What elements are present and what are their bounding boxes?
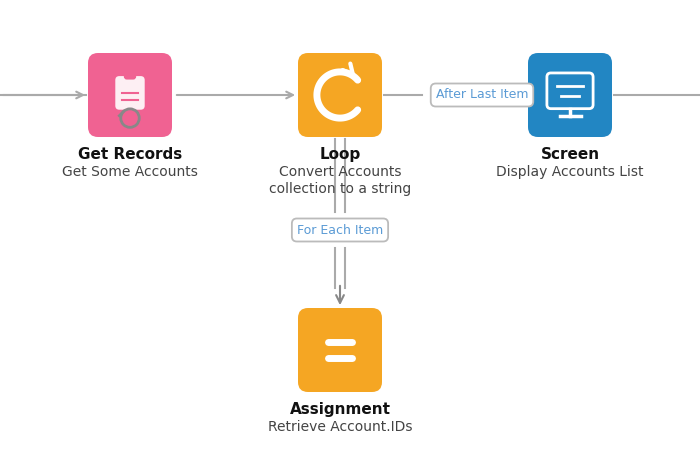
FancyBboxPatch shape [298,308,382,392]
Text: Get Some Accounts: Get Some Accounts [62,164,198,178]
FancyBboxPatch shape [116,76,145,110]
Text: Retrieve Account.IDs: Retrieve Account.IDs [267,420,412,433]
Text: Display Accounts List: Display Accounts List [496,164,644,178]
Text: Get Records: Get Records [78,147,182,162]
FancyBboxPatch shape [528,53,612,137]
Text: After Last Item: After Last Item [435,89,528,101]
Text: Convert Accounts: Convert Accounts [279,164,401,178]
FancyBboxPatch shape [124,73,136,79]
FancyBboxPatch shape [88,53,172,137]
Text: For Each Item: For Each Item [297,224,383,236]
Text: collection to a string: collection to a string [269,182,411,196]
Text: Loop: Loop [319,147,360,162]
FancyBboxPatch shape [298,53,382,137]
Text: Screen: Screen [540,147,600,162]
Text: Assignment: Assignment [290,402,391,417]
